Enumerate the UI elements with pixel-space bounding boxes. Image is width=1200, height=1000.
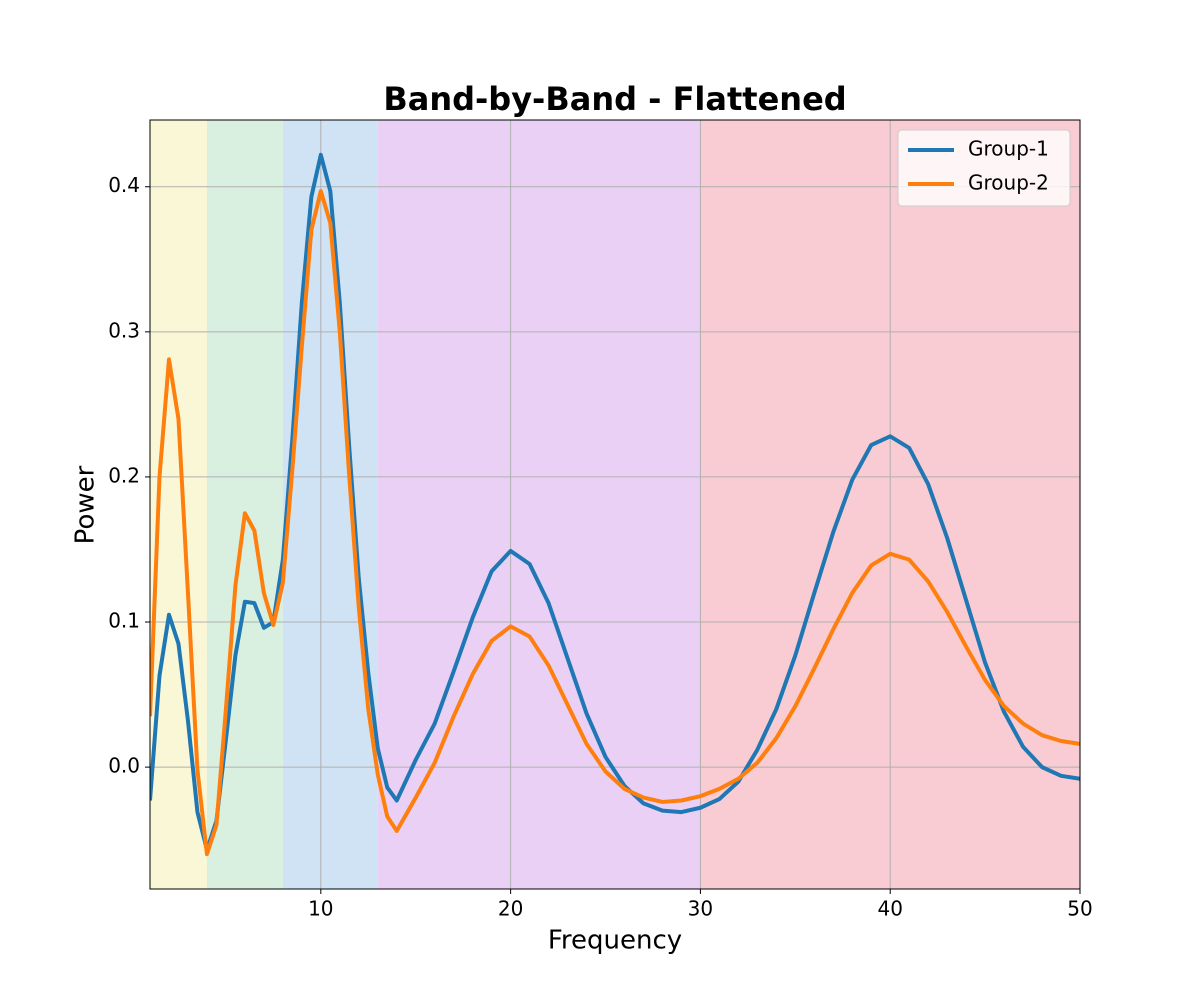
y-axis-label: Power — [71, 465, 101, 544]
legend-label: Group-2 — [968, 171, 1049, 195]
y-tick-label: 0.4 — [108, 173, 140, 197]
frequency-band — [282, 120, 378, 889]
x-tick-label: 40 — [877, 897, 902, 921]
series-line — [150, 152, 1080, 852]
y-tick-label: 0.3 — [108, 318, 140, 342]
y-tick-label: 0.2 — [108, 463, 140, 487]
x-tick-label: 10 — [308, 897, 333, 921]
x-axis-label: Frequency — [548, 926, 682, 956]
chart-title: Band-by-Band - Flattened — [383, 80, 846, 118]
frequency-band — [206, 120, 283, 889]
x-tick-label: 30 — [688, 897, 713, 921]
plot-frame — [149, 119, 1081, 890]
x-tick-label: 50 — [1067, 897, 1092, 921]
y-tick-label: 0.0 — [108, 754, 140, 778]
legend-label: Group-1 — [968, 137, 1049, 161]
series-line — [150, 189, 1080, 857]
y-tick-label: 0.1 — [108, 609, 140, 633]
x-tick-label: 20 — [498, 897, 523, 921]
frequency-band — [377, 120, 701, 889]
